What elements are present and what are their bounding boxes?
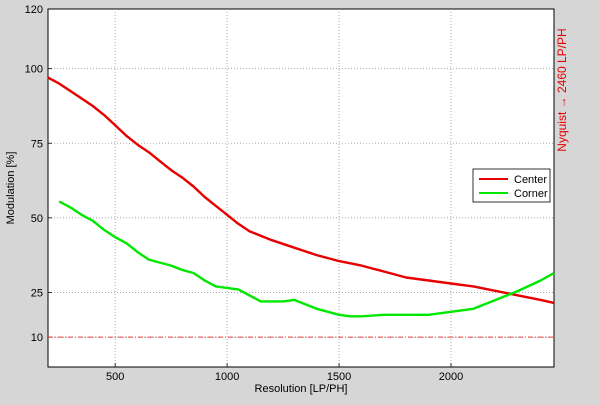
x-axis-label: Resolution [LP/PH] — [255, 383, 348, 395]
legend-entry-center: Center — [514, 174, 547, 186]
series-layer — [47, 76, 555, 318]
legend: Center Corner — [472, 168, 551, 203]
x-tick-label: 1500 — [327, 371, 351, 383]
x-tick-label: 2000 — [439, 371, 463, 383]
y-tick-label: 50 — [31, 213, 43, 225]
y-tick-label: 100 — [25, 64, 43, 76]
y-tick-label: 25 — [31, 287, 43, 299]
nyquist-label: Nyquist → 2460 LP/PH — [555, 28, 569, 151]
y-axis-label: Modulation [%] — [5, 152, 17, 225]
x-tick-label: 500 — [106, 371, 124, 383]
series-line-center — [47, 76, 555, 305]
legend-box — [472, 168, 551, 203]
series-line-corner — [58, 200, 555, 318]
y-tick-label: 120 — [25, 4, 43, 16]
legend-entry-corner: Corner — [514, 188, 548, 200]
x-tick-label: 1000 — [215, 371, 239, 383]
y-tick-label: 10 — [31, 332, 43, 344]
y-tick-label: 75 — [31, 138, 43, 150]
